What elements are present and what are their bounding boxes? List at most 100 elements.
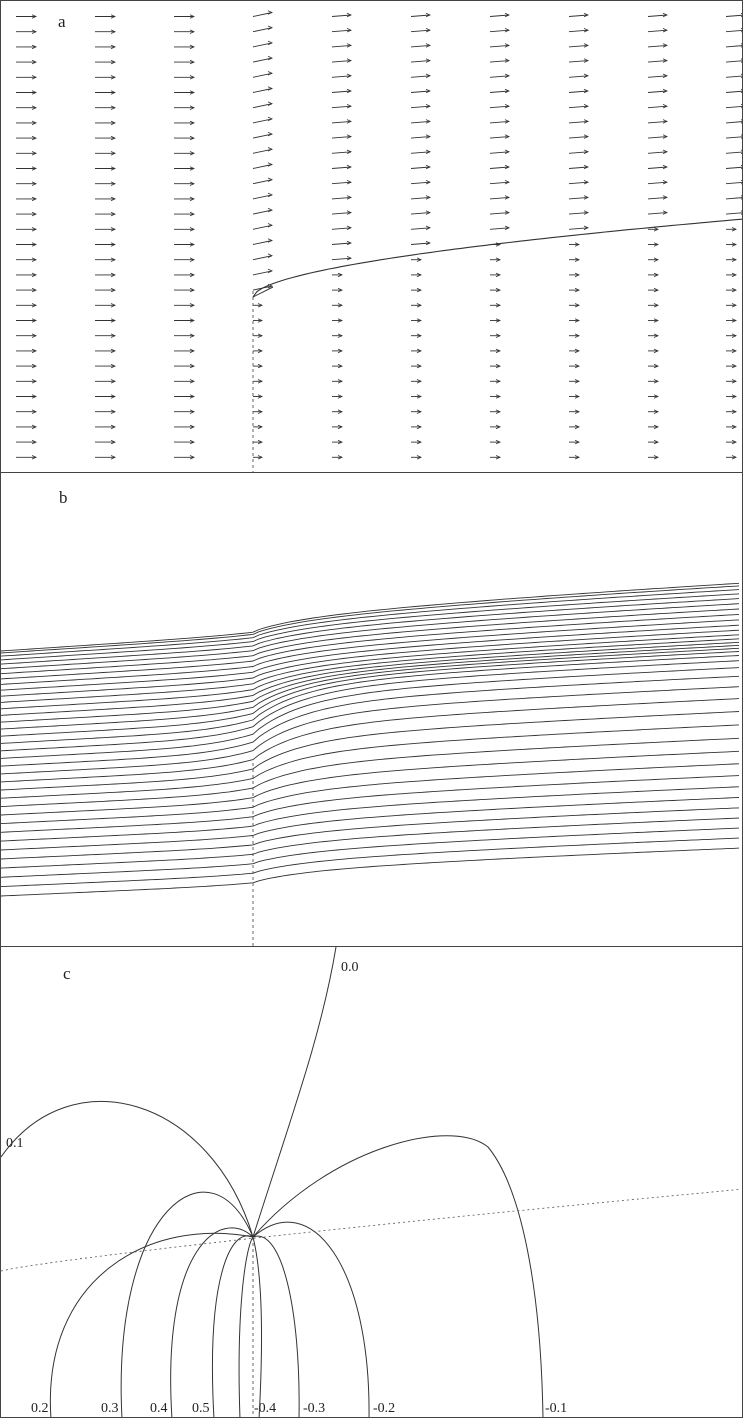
velocity-arrow [252,148,273,154]
arrow-head [504,210,510,215]
velocity-arrow [252,72,273,78]
velocity-arrow [410,166,431,169]
arrow-head [346,149,352,154]
arrow-head [110,379,116,384]
velocity-arrow [410,136,431,139]
contour-label-neg-0-1: -0.1 [545,1401,567,1416]
arrow-head [416,318,422,323]
streamline [1,827,740,878]
arrow-head [662,134,668,139]
velocity-arrow [489,60,510,63]
panel-b-letter: b [59,488,68,507]
arrow-head [416,409,422,414]
arrow-head [189,439,195,445]
arrow-head [189,379,195,384]
arrow-head [346,240,352,246]
arrow-head [31,105,37,110]
arrow-head [267,162,273,167]
arrow-head [731,424,737,430]
arrow-head [267,101,273,106]
contour-0-4 [170,1227,254,1417]
streamline [1,724,740,799]
arrow-head [257,303,263,308]
arrow-head [662,88,668,94]
arrow-head [425,12,431,18]
arrow-head [110,29,116,34]
velocity-arrow [568,29,589,33]
streamline [1,613,740,680]
velocity-arrow [410,44,431,48]
contour-label-0-1: 0.1 [6,1136,24,1151]
velocity-arrow [568,136,589,139]
arrow-head [31,379,37,384]
arrow-head [731,439,737,445]
velocity-arrow [252,209,273,215]
arrow-head [346,73,352,78]
arrow-head [110,211,116,217]
contour-label-neg-0-4: -0.4 [254,1401,276,1416]
velocity-arrow [647,151,668,154]
velocity-arrow [410,105,431,109]
velocity-arrow [331,136,352,139]
streamline [1,651,740,737]
contour-0-0 [252,947,337,1238]
arrow-head [110,348,116,354]
arrow-head [110,44,116,50]
arrow-head [31,14,37,19]
arrow-head [337,394,343,399]
velocity-arrow [725,151,742,154]
arrow-head [110,90,116,95]
vector-field-plot [16,10,742,472]
panel-a-vector-field: a [0,0,743,473]
arrow-head [731,227,737,232]
arrow-head [110,227,116,232]
arrow-head [731,363,737,369]
contour-0-5 [211,1235,254,1417]
arrow-head [31,257,37,262]
velocity-arrow [725,105,742,109]
arrow-head [425,180,431,185]
velocity-arrow [725,181,742,185]
streamline [1,582,740,652]
arrow-head [495,333,501,338]
arrow-head [189,394,195,399]
arrow-head [189,181,195,186]
velocity-arrow [647,136,668,139]
streamline [1,667,740,759]
velocity-arrow [725,45,742,48]
velocity-arrow [725,29,742,33]
velocity-arrow [568,105,589,109]
arrow-head [337,455,343,460]
arrow-head [267,10,273,15]
arrow-head [31,90,37,95]
velocity-arrow [252,179,273,185]
arrow-head [337,424,343,430]
velocity-arrow [647,212,668,215]
arrow-head [189,166,195,171]
streamline [1,750,740,816]
arrow-head [653,409,659,414]
arrow-head [574,409,580,414]
arrow-head [31,409,37,414]
arrow-head [31,211,37,217]
arrow-head [583,164,589,170]
arrow-head [267,116,273,122]
contour-0-6 [238,1236,254,1417]
velocity-arrow [489,227,510,230]
velocity-arrow [410,196,431,200]
arrow-head [31,181,37,186]
arrow-head [574,394,580,399]
arrow-head [653,424,659,430]
arrow-head [653,227,659,232]
arrow-head [731,303,737,308]
arrow-head [583,180,589,185]
arrow-head [583,149,589,154]
arrow-head [662,28,668,33]
contour-neg-0-4 [252,1236,262,1417]
velocity-arrow [252,103,273,109]
arrow-head [346,28,352,33]
velocity-arrow [725,136,742,139]
arrow-head [110,105,116,110]
velocity-arrow [725,60,742,63]
velocity-arrow [410,60,431,63]
